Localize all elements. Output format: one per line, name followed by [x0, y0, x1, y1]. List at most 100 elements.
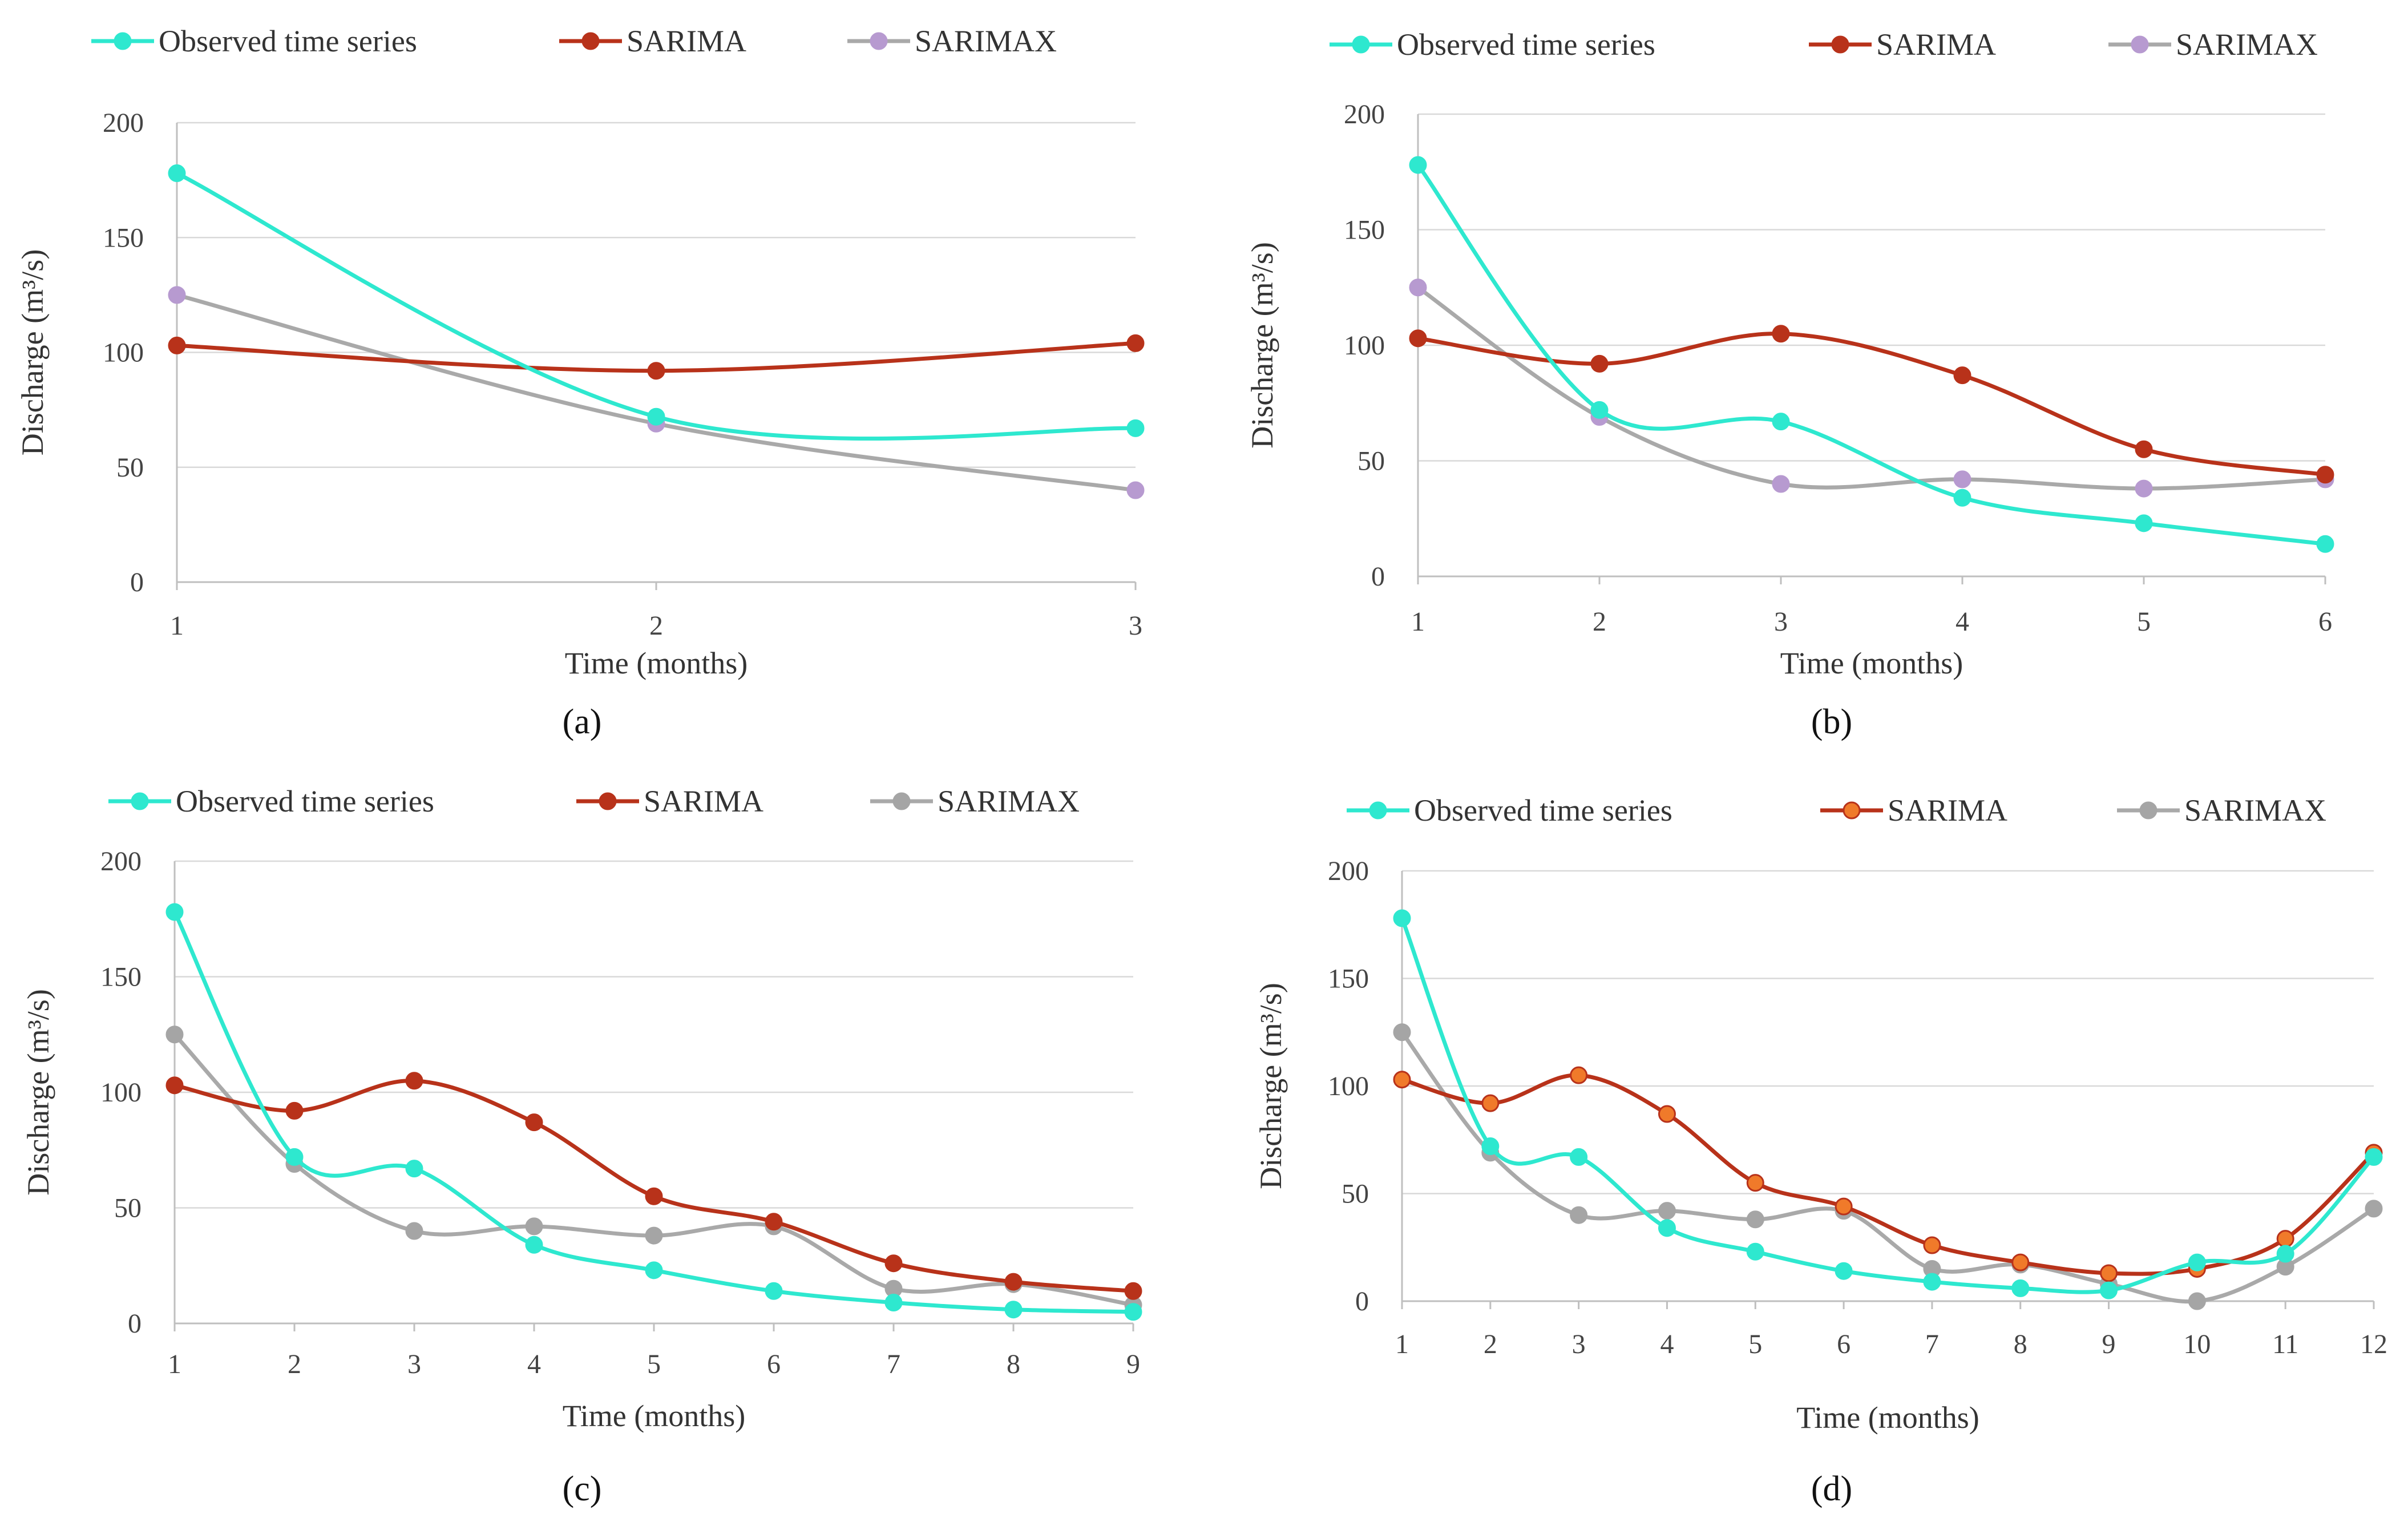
chart-c-point-sarima	[525, 1113, 543, 1132]
chart-c-point-sarima	[1124, 1282, 1142, 1300]
chart-b-point-sarima	[2316, 466, 2334, 484]
chart-d-legend-label-sarima: SARIMA	[1888, 793, 2007, 827]
chart-b-point-sarimax	[2135, 479, 2153, 498]
chart-d-point-sarima	[2100, 1264, 2118, 1282]
chart-panel-c: 0 50 100 150 200 1 2 3 4 5 6 7 8 9 Time (months) Discha…	[0, 767, 1204, 1534]
chart-d-point-sarima	[1923, 1236, 1941, 1254]
chart-a-y-tick-label: 200	[103, 108, 144, 138]
chart-c-x-tick-label: 8	[1007, 1349, 1020, 1379]
chart-panel-d: 0 50 100 150 200 1 2 3 4 5 6 7 8 9 10 11 12 Time (months)…	[1204, 767, 2408, 1534]
chart-c-point-sarimax	[525, 1217, 543, 1236]
chart-a-series-line-observed	[175, 171, 1138, 441]
chart-b-svg: 0 50 100 150 200 1 2 3 4 5 6 Time (months) Discharge…	[1245, 27, 2334, 680]
chart-d-x-tick-label: 12	[2360, 1329, 2387, 1359]
chart-c-x-tick-label: 2	[288, 1349, 301, 1379]
chart-c-series-line-sarima	[172, 1079, 1136, 1293]
chart-b-x-tick-label: 4	[1956, 607, 1969, 637]
chart-d-series-line-sarima	[1400, 1073, 2376, 1276]
chart-b-series-line-sarimax	[1416, 285, 2328, 491]
chart-b-point-sarima	[1953, 366, 1971, 385]
chart-a-legend-label-sarima: SARIMA	[627, 24, 746, 58]
chart-a-y-tick-label: 0	[130, 567, 144, 598]
chart-c-point-observed	[285, 1148, 304, 1166]
chart-d-y-tick-label: 200	[1328, 856, 1369, 886]
chart-b-series-line-sarima	[1416, 332, 2328, 477]
chart-c-x-tick-label: 9	[1126, 1349, 1140, 1379]
chart-d-x-axis-title: Time (months)	[1796, 1400, 1979, 1435]
chart-c-point-sarima	[645, 1187, 663, 1205]
chart-d-legend-marker-observed	[1369, 801, 1387, 820]
chart-b-legend-label-sarimax: SARIMAX	[2176, 27, 2318, 62]
chart-c-point-observed	[525, 1236, 543, 1254]
chart-c-legend-label-sarima: SARIMA	[644, 784, 763, 818]
chart-a-point-observed	[168, 164, 186, 183]
chart-d-point-sarima	[1658, 1105, 1676, 1123]
chart-c-x-tick-label: 3	[407, 1349, 421, 1379]
chart-d-series-line-observed	[1400, 916, 2376, 1294]
chart-d-x-tick-label: 3	[1572, 1329, 1586, 1359]
panel-label-d: (d)	[1811, 1470, 1853, 1508]
chart-b-legend-label-sarima: SARIMA	[1876, 27, 1996, 62]
chart-a-x-axis-title: Time (months)	[565, 646, 748, 680]
chart-d-point-observed	[1835, 1262, 1853, 1280]
chart-d-x-tick-label: 10	[2183, 1329, 2211, 1359]
chart-c-y-tick-label: 150	[100, 962, 142, 992]
panel-label-c: (c)	[562, 1470, 602, 1508]
chart-b-x-tick-label: 2	[1593, 607, 1606, 637]
chart-c-y-tick-label: 200	[100, 846, 142, 877]
chart-d-point-sarima	[1393, 1071, 1411, 1089]
chart-a-point-sarimax	[1126, 481, 1145, 499]
chart-d-x-tick-label: 2	[1484, 1329, 1497, 1359]
chart-c-point-sarima	[1004, 1273, 1023, 1291]
chart-c-legend-label-sarimax: SARIMAX	[938, 784, 1080, 818]
panel-label-a: (a)	[562, 703, 602, 741]
chart-b-point-observed	[1409, 156, 1427, 174]
chart-b-y-axis-title: Discharge (m³/s)	[1245, 242, 1279, 449]
chart-d-point-sarimax	[2188, 1292, 2206, 1310]
chart-b-point-sarima	[1590, 354, 1609, 373]
chart-b-y-tick-label: 200	[1344, 99, 1385, 130]
chart-b-point-sarimax	[1953, 470, 1971, 489]
chart-c-legend-marker-sarima	[599, 792, 617, 810]
chart-d-y-axis-title: Discharge (m³/s)	[1254, 983, 1288, 1189]
chart-a-legend-label-sarimax: SARIMAX	[915, 24, 1057, 58]
chart-d-x-tick-label: 8	[2014, 1329, 2027, 1359]
chart-c-legend-marker-sarimax	[892, 792, 911, 810]
chart-d-x-tick-label: 4	[1660, 1329, 1674, 1359]
chart-d-point-observed	[1393, 909, 1411, 927]
chart-c-y-tick-label: 0	[128, 1309, 142, 1339]
chart-d-x-tick-label: 6	[1837, 1329, 1851, 1359]
chart-d-point-observed	[2365, 1148, 2383, 1166]
chart-d-point-sarima	[1481, 1094, 1500, 1112]
chart-d-point-sarima	[2276, 1230, 2294, 1248]
chart-a-x-tick-label: 1	[170, 611, 184, 641]
chart-a-legend-label-observed: Observed time series	[159, 24, 417, 58]
chart-c-point-observed	[1124, 1303, 1142, 1321]
chart-d-point-sarimax	[1570, 1206, 1588, 1224]
chart-panel-b: 0 50 100 150 200 1 2 3 4 5 6 Time (months) Discharge…	[1204, 0, 2408, 767]
chart-d-point-observed	[2011, 1279, 2030, 1297]
chart-a-x-tick-label: 2	[649, 611, 663, 641]
chart-c-x-tick-label: 6	[767, 1349, 781, 1379]
chart-d-y-tick-label: 100	[1328, 1071, 1369, 1101]
chart-b-point-sarima	[2135, 440, 2153, 458]
chart-d-y-tick-label: 50	[1342, 1179, 1369, 1209]
chart-d-point-observed	[2100, 1281, 2118, 1299]
chart-a-x-tick-label: 3	[1129, 611, 1142, 641]
chart-d-x-tick-label: 1	[1395, 1329, 1409, 1359]
chart-c-y-tick-label: 50	[114, 1193, 142, 1224]
chart-d-y-tick-label: 0	[1355, 1286, 1369, 1317]
chart-c-x-tick-label: 7	[887, 1349, 900, 1379]
chart-d-x-tick-label: 7	[1925, 1329, 1939, 1359]
chart-d-point-sarima	[1746, 1174, 1764, 1192]
chart-b-x-tick-label: 5	[2137, 607, 2151, 637]
chart-b-point-observed	[1590, 401, 1609, 419]
chart-b-legend-label-observed: Observed time series	[1397, 27, 1655, 62]
chart-c-point-sarima	[285, 1101, 304, 1120]
chart-d-point-observed	[1481, 1137, 1500, 1156]
chart-c-y-tick-label: 100	[100, 1077, 142, 1108]
chart-a-legend-marker-sarimax	[870, 32, 888, 50]
chart-d-y-tick-label: 150	[1328, 964, 1369, 994]
chart-d-series-line-sarimax	[1400, 1030, 2376, 1304]
chart-b-legend-marker-sarimax	[2131, 35, 2149, 54]
